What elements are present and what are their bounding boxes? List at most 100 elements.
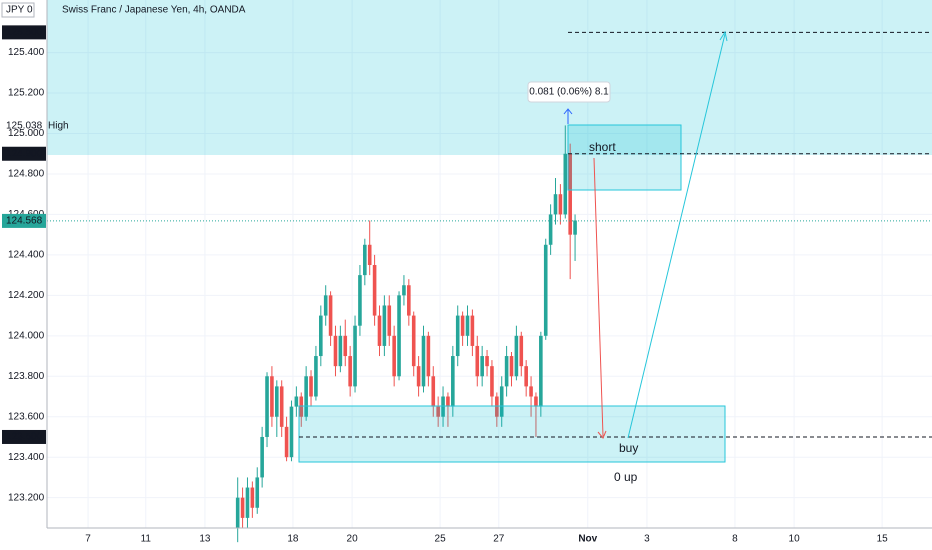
y-tick-label: 123.200 bbox=[8, 492, 45, 503]
x-tick-label: Nov bbox=[578, 534, 597, 545]
candle-body bbox=[377, 315, 382, 346]
candle-body bbox=[529, 386, 533, 397]
price-label: 125.038 bbox=[6, 120, 43, 131]
y-tick-label: 123.600 bbox=[8, 411, 45, 422]
candle-body bbox=[392, 335, 396, 377]
candle-body bbox=[284, 426, 289, 458]
y-tick-label: 125.400 bbox=[8, 47, 45, 58]
candle-body bbox=[245, 487, 250, 518]
price-label-box bbox=[2, 213, 46, 228]
measure-box bbox=[527, 81, 611, 103]
candle-body bbox=[407, 285, 411, 316]
measure-label: 0.081 (0.06%) 8.1 bbox=[529, 87, 609, 98]
currency-label: JPY 0 bbox=[6, 5, 33, 16]
candle-body bbox=[358, 275, 362, 326]
candle-body bbox=[475, 345, 480, 377]
candle-body bbox=[402, 285, 406, 296]
candle-body bbox=[304, 376, 308, 417]
candle-body bbox=[343, 335, 348, 357]
annotation: buy bbox=[619, 441, 638, 455]
candle-body bbox=[328, 295, 333, 336]
candle-body bbox=[490, 366, 494, 397]
candle-body bbox=[495, 396, 499, 417]
candle-body bbox=[279, 386, 284, 427]
candle-body bbox=[250, 487, 255, 508]
y-tick-label: 124.800 bbox=[8, 169, 45, 180]
x-tick-label: 7 bbox=[85, 534, 91, 545]
candle-body bbox=[558, 194, 563, 215]
price-axis bbox=[0, 0, 47, 550]
candle-body bbox=[460, 315, 465, 336]
candle-body bbox=[265, 376, 269, 437]
measure-arrow-head bbox=[563, 108, 573, 115]
price-label: 124.568 bbox=[6, 216, 43, 227]
annotation: 0 up bbox=[614, 470, 638, 484]
candle-body bbox=[255, 477, 260, 508]
candle-body bbox=[548, 214, 553, 245]
candle-body bbox=[372, 265, 377, 316]
candle-body bbox=[524, 366, 528, 387]
candle-body bbox=[543, 244, 548, 336]
candle-body bbox=[319, 315, 323, 357]
price-label-box bbox=[2, 429, 46, 444]
short-box bbox=[567, 124, 682, 191]
candle-body bbox=[509, 356, 514, 377]
candle-body bbox=[446, 396, 450, 407]
candle-body bbox=[323, 295, 328, 316]
y-tick-label: 124.400 bbox=[8, 250, 45, 261]
candle-body bbox=[338, 335, 343, 367]
candle-body bbox=[441, 396, 445, 417]
candle-body bbox=[294, 396, 299, 407]
price-label: 124.900 bbox=[6, 148, 43, 159]
candle-body bbox=[539, 335, 543, 407]
candle-body bbox=[553, 194, 558, 215]
x-tick-label: 27 bbox=[493, 534, 505, 545]
price-label-box bbox=[2, 146, 46, 161]
currency-box bbox=[1, 2, 35, 18]
candle-body bbox=[299, 396, 304, 417]
candle-body bbox=[480, 356, 484, 377]
y-tick-label: 125.200 bbox=[8, 88, 45, 99]
price-label: 125.500 bbox=[6, 27, 43, 38]
candle-body bbox=[436, 406, 440, 417]
candle-body bbox=[270, 376, 274, 417]
candle-body bbox=[573, 220, 577, 235]
price-label: 123.500 bbox=[6, 432, 43, 443]
candle-body bbox=[333, 335, 338, 367]
candle-body bbox=[363, 244, 367, 276]
candle-body bbox=[499, 386, 504, 417]
candle-body bbox=[235, 497, 240, 528]
candle-body bbox=[382, 305, 387, 346]
price-label-box bbox=[2, 25, 46, 40]
candle-body bbox=[485, 356, 489, 367]
candle-body bbox=[314, 356, 318, 397]
candle-body bbox=[353, 325, 357, 387]
chart-title: Swiss Franc / Japanese Yen, 4h, OANDA bbox=[62, 5, 246, 16]
x-tick-label: 15 bbox=[877, 534, 889, 545]
candle-body bbox=[367, 244, 372, 266]
resistance-zone bbox=[47, 0, 932, 155]
up-arrow bbox=[627, 33, 726, 439]
y-tick-label: 123.400 bbox=[8, 452, 45, 463]
x-tick-label: 10 bbox=[789, 534, 801, 545]
up-arrow-head bbox=[719, 30, 728, 42]
candle-body bbox=[563, 153, 568, 215]
y-tick-label: 123.800 bbox=[8, 371, 45, 382]
candle-body bbox=[416, 366, 421, 387]
x-tick-label: 18 bbox=[287, 534, 299, 545]
x-tick-label: 3 bbox=[644, 534, 650, 545]
x-tick-label: 11 bbox=[141, 534, 152, 545]
candle-body bbox=[260, 436, 264, 478]
candle-body bbox=[519, 335, 524, 367]
candle-body bbox=[348, 356, 352, 387]
y-tick-label: 125.000 bbox=[8, 128, 45, 139]
down-arrow bbox=[593, 157, 604, 437]
candle-body bbox=[470, 315, 475, 346]
x-tick-label: 8 bbox=[732, 534, 738, 545]
candle-body bbox=[426, 335, 431, 377]
down-arrow-head bbox=[597, 430, 607, 439]
candle-body bbox=[275, 386, 279, 417]
candle-body bbox=[309, 376, 313, 397]
